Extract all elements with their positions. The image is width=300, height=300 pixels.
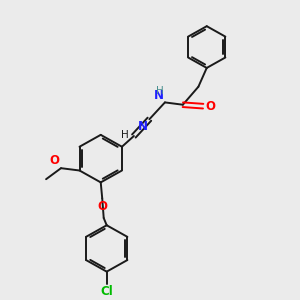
Text: O: O bbox=[50, 154, 60, 167]
Text: O: O bbox=[97, 200, 107, 213]
Text: H: H bbox=[156, 86, 164, 96]
Text: N: N bbox=[154, 89, 164, 102]
Text: Cl: Cl bbox=[100, 285, 113, 298]
Text: O: O bbox=[205, 100, 215, 113]
Text: H: H bbox=[121, 130, 128, 140]
Text: N: N bbox=[138, 120, 148, 134]
